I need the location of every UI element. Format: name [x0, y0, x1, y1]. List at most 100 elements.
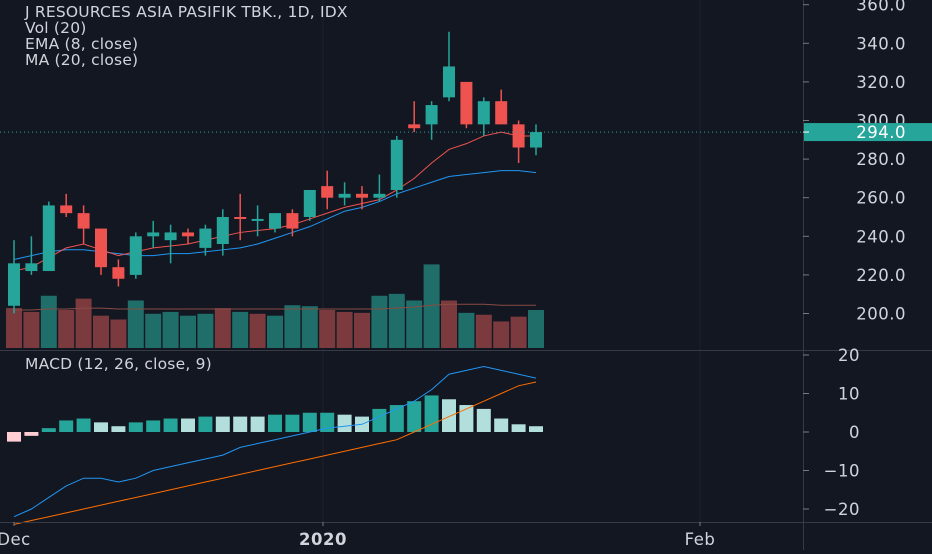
last-price-badge [804, 123, 932, 142]
candle-body[interactable] [77, 213, 90, 229]
macd-histogram-bar [442, 399, 456, 432]
candle-body[interactable] [164, 232, 177, 241]
candle-body[interactable] [460, 81, 473, 125]
candle-body[interactable] [373, 193, 386, 198]
volume-bar [75, 298, 92, 348]
volume-bar [6, 308, 22, 348]
candle-body[interactable] [112, 267, 125, 279]
volume-bar [93, 315, 109, 348]
macd-histogram-bar [76, 418, 91, 432]
candle-body[interactable] [512, 124, 525, 148]
time-tick-label: 2020 [299, 530, 347, 549]
macd-line [13, 366, 537, 518]
volume-bar [40, 295, 57, 348]
candle-body[interactable] [303, 189, 316, 217]
volume-bar [197, 313, 214, 348]
macd-histogram-bar [163, 418, 178, 432]
candle-body[interactable] [25, 263, 38, 272]
macd-histogram-bar [94, 422, 108, 432]
candle-body[interactable] [390, 139, 403, 190]
last-price-label: 294.0 [856, 123, 906, 142]
macd-histogram-bar [389, 405, 404, 432]
candle-body[interactable] [129, 236, 142, 275]
volume-bar [110, 319, 127, 348]
macd-histogram-bar [181, 418, 195, 432]
candle-body[interactable] [216, 217, 229, 245]
macd-histogram-bar [302, 412, 317, 432]
candle-body[interactable] [443, 66, 455, 98]
candle-body[interactable] [425, 105, 438, 125]
macd-histogram-bar [337, 414, 352, 432]
signal-line [13, 381, 537, 525]
volume-bar [23, 311, 40, 348]
chart-legend: J RESOURCES ASIA PASIFIK TBK., 1D, IDX V… [25, 4, 348, 68]
volume-bar [406, 300, 423, 348]
legend-title[interactable]: J RESOURCES ASIA PASIFIK TBK., 1D, IDX [25, 3, 348, 21]
candle-body[interactable] [95, 228, 107, 268]
candle-body[interactable] [199, 228, 212, 248]
macd-legend[interactable]: MACD (12, 26, close, 9) [25, 355, 212, 373]
macd-pane[interactable] [7, 366, 543, 525]
volume-bar [319, 310, 336, 348]
price-tick-label: 320.0 [856, 73, 906, 92]
volume-ma-path [14, 303, 536, 311]
candles[interactable] [8, 31, 542, 314]
candle-body[interactable] [321, 186, 334, 198]
macd-histogram-bar [285, 414, 300, 432]
price-tick-label: 260.0 [856, 189, 906, 208]
candle-body[interactable] [182, 232, 194, 237]
candle-body[interactable] [42, 205, 55, 272]
candle-body[interactable] [338, 193, 351, 198]
macd-tick-label: 0 [849, 423, 860, 442]
volume-ma-line [14, 303, 536, 311]
candle-body[interactable] [530, 132, 542, 148]
candle-body[interactable] [269, 213, 281, 229]
macd-histogram-bar [41, 428, 56, 432]
macd-histogram-bar [459, 405, 474, 432]
macd-histogram-bar [494, 418, 509, 432]
time-tick-label: Dec [0, 530, 31, 549]
volume-bar [510, 316, 527, 348]
volume-bar [145, 313, 162, 348]
candle-body[interactable] [477, 101, 490, 125]
volume-bar [475, 314, 492, 348]
macd-tick-label: 10 [838, 385, 860, 404]
volume-bar [528, 310, 544, 348]
time-tick-label: Feb [685, 530, 716, 549]
volume-bar [458, 312, 475, 348]
volume-bar [249, 313, 266, 348]
macd-histogram-bar [233, 416, 248, 432]
candle-body[interactable] [251, 218, 264, 221]
macd-histogram-bar [476, 408, 491, 432]
candle-body[interactable] [147, 232, 160, 237]
price-tick-label: 340.0 [856, 34, 906, 53]
macd-histogram-bar [24, 432, 39, 436]
volume-bar [371, 295, 388, 348]
macd-histogram-bar [111, 426, 126, 432]
macd-histogram-bar [407, 401, 422, 432]
volume-bar [127, 300, 144, 348]
volume-bar [354, 312, 370, 348]
macd-histogram-bar [59, 420, 74, 432]
candle-body[interactable] [60, 205, 73, 214]
macd-histogram-bar [7, 432, 21, 442]
candle-body[interactable] [8, 263, 20, 306]
volume-bar [214, 308, 231, 348]
candle-body[interactable] [356, 193, 368, 198]
legend-ma[interactable]: MA (20, close) [25, 51, 139, 69]
volume-bar [162, 311, 179, 348]
candle-body[interactable] [234, 217, 247, 219]
volume-bar [58, 310, 75, 348]
candle-body[interactable] [495, 101, 508, 125]
legend-vol[interactable]: Vol (20) [25, 19, 87, 37]
candle-body[interactable] [286, 213, 299, 229]
legend-ema[interactable]: EMA (8, close) [25, 35, 139, 53]
volume-bar [180, 315, 196, 348]
macd-histogram-bar [250, 416, 265, 432]
volume-bar [301, 306, 318, 348]
price-tick-label: 240.0 [856, 227, 906, 246]
candle-body[interactable] [408, 124, 421, 129]
